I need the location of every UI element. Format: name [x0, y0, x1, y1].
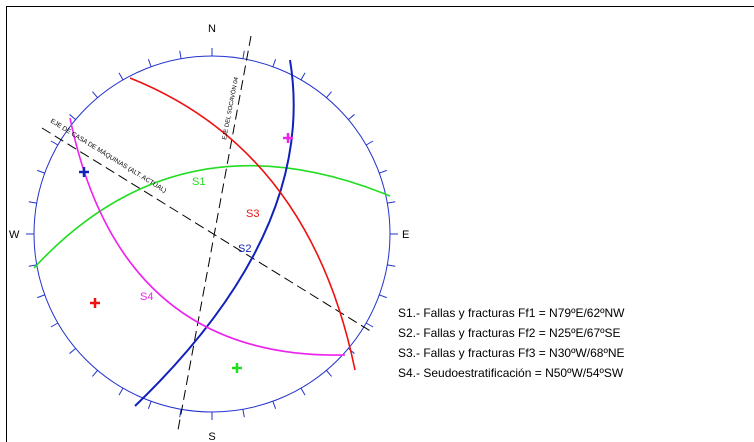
- tick: [348, 114, 355, 120]
- tick: [147, 59, 152, 67]
- pole-s2: [79, 167, 89, 177]
- frame: [6, 6, 754, 442]
- pole-s1: [232, 363, 242, 373]
- tick: [387, 264, 396, 267]
- tick: [179, 409, 182, 418]
- label-s3: S3: [246, 208, 259, 220]
- powerhouse-label: EJE DE CASA DE MÁQUINAS (ALT. ACTUAL): [49, 116, 169, 195]
- west: W: [9, 229, 20, 241]
- label-s1: S1: [192, 176, 205, 188]
- legend-item: S3.- Fallas y fracturas Ff3 = N30ºW/68ºN…: [398, 346, 625, 360]
- tick: [50, 140, 59, 146]
- plane-s4: [69, 117, 346, 356]
- poles: [79, 133, 293, 373]
- tick: [69, 114, 76, 120]
- tick: [326, 91, 332, 98]
- powerhouse-axis: [41, 127, 373, 333]
- pole-s4: [283, 133, 293, 143]
- tick: [50, 322, 59, 328]
- tick: [272, 401, 277, 409]
- tick: [37, 169, 45, 174]
- north: N: [208, 23, 216, 35]
- legend-item: S4.- Seudoestratificación = N50ºW/54ºSW: [398, 366, 624, 380]
- tick: [365, 140, 374, 146]
- plane-s2: [134, 59, 295, 407]
- tick: [179, 50, 182, 59]
- tick: [92, 91, 98, 98]
- tick: [379, 294, 387, 299]
- tick: [37, 294, 45, 299]
- tick: [28, 201, 37, 204]
- tick: [28, 264, 37, 267]
- tick: [387, 201, 396, 204]
- tick: [300, 387, 306, 396]
- label-s4: S4: [140, 291, 153, 303]
- label-s2: S2: [238, 243, 251, 255]
- tunnel-label: EJE DEL SOCAVÓN 04: [221, 76, 240, 141]
- tick: [326, 370, 332, 377]
- ticks: [26, 48, 398, 420]
- plane-s3: [129, 77, 356, 371]
- tick: [92, 370, 98, 377]
- pole-s3: [90, 298, 100, 308]
- east: E: [402, 229, 409, 241]
- tick: [300, 72, 306, 81]
- tick: [272, 59, 277, 67]
- legend-item: S2.- Fallas y fracturas Ff2 = N25ºE/67ºS…: [398, 326, 621, 340]
- tick: [242, 50, 245, 59]
- south: S: [208, 431, 215, 442]
- tick: [147, 401, 152, 409]
- tick: [365, 322, 374, 328]
- tick: [69, 348, 76, 354]
- tick: [379, 169, 387, 174]
- tick: [118, 72, 124, 81]
- tunnel-axis: [177, 35, 252, 431]
- plane-s1: [33, 164, 391, 269]
- legend-item: S1.- Fallas y fracturas Ff1 = N79ºE/62ºN…: [398, 306, 625, 320]
- tick: [242, 409, 245, 418]
- tick: [118, 387, 124, 396]
- primitive: [33, 55, 391, 413]
